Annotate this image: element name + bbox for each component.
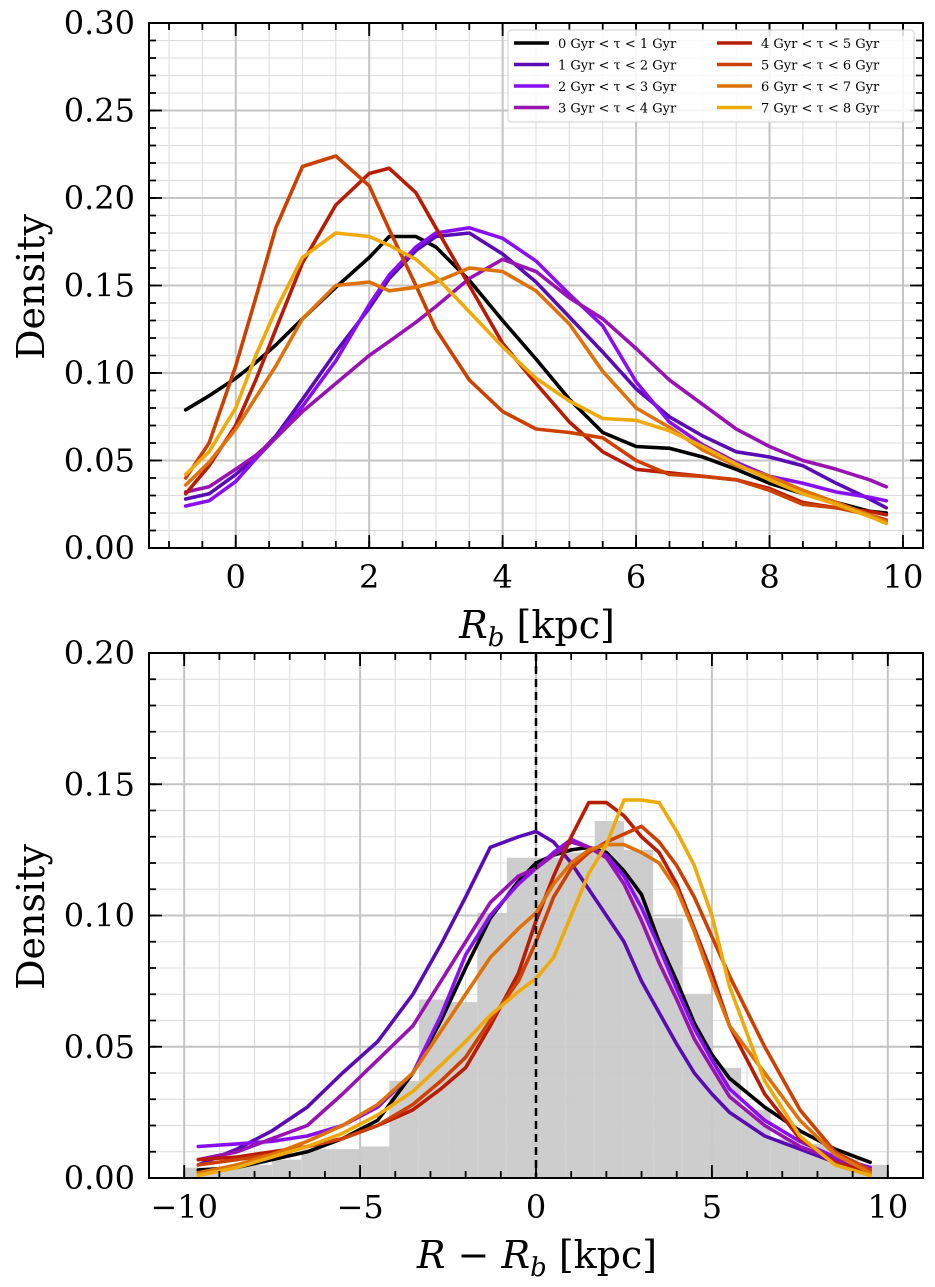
top-panel-lines <box>183 154 889 526</box>
y-tick-label: 0.30 <box>64 4 135 42</box>
histogram-bar <box>213 1167 243 1178</box>
y-tick-label: 0.05 <box>64 1028 135 1066</box>
series-line-6 <box>196 842 873 1175</box>
x-tick-label: 0 <box>526 1188 546 1226</box>
top-panel-xlabel-sub: b <box>488 623 505 653</box>
y-tick-label: 0.20 <box>64 179 135 217</box>
x-tick-label: 10 <box>867 1188 908 1226</box>
y-tick-label: 0.15 <box>64 765 135 803</box>
bottom-panel-ticks <box>148 652 924 1179</box>
x-tick-label: −5 <box>337 1188 384 1226</box>
y-tick-label: 0.05 <box>64 442 135 480</box>
bottom-panel-lines <box>196 798 873 1178</box>
histogram-bar <box>565 852 595 1178</box>
y-tick-label: 0.20 <box>64 634 135 672</box>
legend-label: 6 Gyr < τ < 7 Gyr <box>761 80 880 95</box>
series-line-0 <box>183 234 889 515</box>
x-tick-label: 10 <box>883 558 924 596</box>
legend: 0 Gyr < τ < 1 Gyr 1 Gyr < τ < 2 Gyr 2 Gyr … <box>507 29 915 123</box>
series-line-5 <box>183 154 889 522</box>
series-line-7 <box>183 231 889 526</box>
bottom-panel-ytick-labels: 0.00 0.05 0.10 0.15 0.20 <box>64 634 135 1197</box>
x-tick-label: 2 <box>359 558 379 596</box>
histogram-bar <box>301 1149 331 1178</box>
series-line-3 <box>183 257 889 494</box>
top-panel-ylabel: Density <box>9 214 53 360</box>
legend-label: 1 Gyr < τ < 2 Gyr <box>558 59 677 74</box>
series-line-7 <box>196 798 873 1178</box>
histogram-bar <box>594 821 624 1178</box>
histogram-bar <box>477 912 507 1178</box>
y-tick-label: 0.15 <box>64 267 135 305</box>
bottom-panel: −10 −5 0 5 10 0.00 0.05 0.10 0.15 0.20 R − Rb [k… <box>9 634 924 1283</box>
legend-label: 0 Gyr < τ < 1 Gyr <box>558 37 677 52</box>
histogram-bar <box>448 1002 478 1178</box>
x-tick-label: 5 <box>702 1188 722 1226</box>
bottom-panel-xlabel-var: R − R <box>416 1233 530 1277</box>
x-tick-label: −10 <box>150 1188 218 1226</box>
legend-label: 7 Gyr < τ < 8 Gyr <box>761 102 880 117</box>
top-panel-ytick-labels: 0.00 0.05 0.10 0.15 0.20 0.25 0.30 <box>64 4 135 567</box>
top-panel: 0 2 4 6 8 10 0.00 0.05 0.10 0.15 0.20 0.25 0.30 Rb … <box>9 4 924 653</box>
y-tick-label: 0.00 <box>64 529 135 567</box>
top-panel-xlabel-var: R <box>458 603 488 647</box>
histogram-bar <box>330 1149 361 1178</box>
x-tick-label: 0 <box>226 558 246 596</box>
x-tick-label: 6 <box>626 558 646 596</box>
y-tick-label: 0.00 <box>64 1159 135 1197</box>
y-tick-label: 0.10 <box>64 354 135 392</box>
y-tick-label: 0.25 <box>64 92 135 130</box>
legend-label: 2 Gyr < τ < 3 Gyr <box>558 80 677 95</box>
legend-box <box>507 29 915 123</box>
x-tick-label: 8 <box>759 558 779 596</box>
histogram-bar <box>506 857 536 1178</box>
top-panel-xlabel-unit: [kpc] <box>504 603 614 647</box>
bottom-panel-xlabel-unit: [kpc] <box>547 1233 657 1277</box>
bottom-panel-ylabel: Density <box>9 844 53 990</box>
top-panel-xlabel: Rb [kpc] <box>458 603 615 653</box>
histogram-bar <box>242 1164 273 1178</box>
x-tick-label: 4 <box>492 558 512 596</box>
legend-label: 4 Gyr < τ < 5 Gyr <box>761 37 880 52</box>
y-tick-label: 0.10 <box>64 897 135 935</box>
legend-label: 5 Gyr < τ < 6 Gyr <box>761 59 880 74</box>
bottom-panel-xlabel: R − Rb [kpc] <box>416 1233 657 1283</box>
series-line-6 <box>183 266 889 524</box>
legend-label: 3 Gyr < τ < 4 Gyr <box>558 102 677 117</box>
bottom-panel-xlabel-sub: b <box>530 1253 547 1283</box>
histogram-bar <box>360 1146 390 1178</box>
histogram-bar <box>272 1159 302 1178</box>
series-line-3 <box>196 840 873 1172</box>
top-panel-xtick-labels: 0 2 4 6 8 10 <box>226 558 924 596</box>
bottom-panel-xtick-labels: −10 −5 0 5 10 <box>150 1188 908 1226</box>
